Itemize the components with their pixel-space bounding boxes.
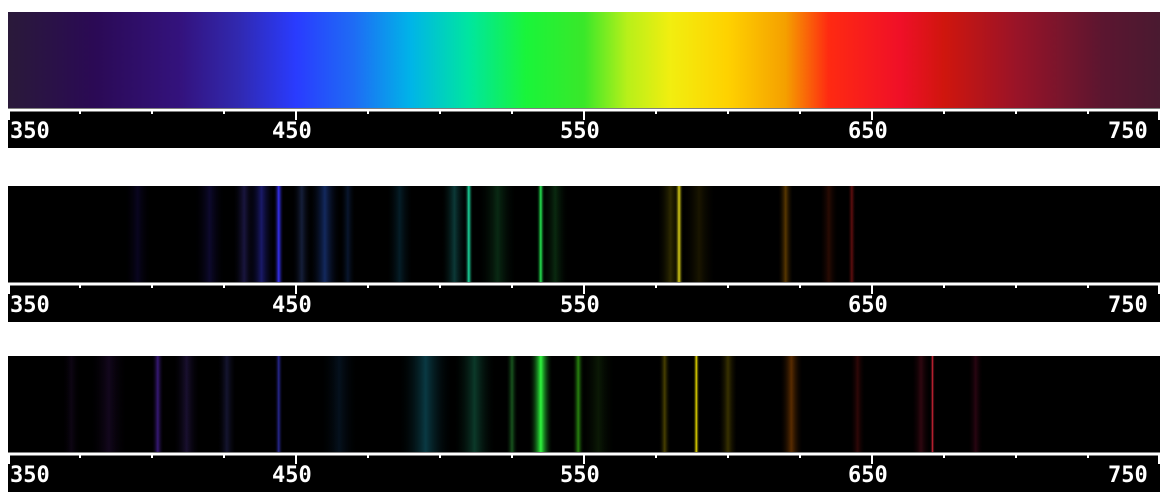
wavelength-scale: 350 450 550 650 750 xyxy=(8,108,1160,148)
tick-label-550: 550 xyxy=(560,119,600,144)
tick-label-450: 450 xyxy=(272,119,312,144)
tick-label-750: 750 xyxy=(1108,463,1148,488)
tick-label-650: 650 xyxy=(848,119,888,144)
tick-label-750: 750 xyxy=(1108,293,1148,318)
tick-label-650: 650 xyxy=(848,293,888,318)
emission-spectrum-band xyxy=(8,186,1160,282)
emission-spectrum-band xyxy=(8,356,1160,452)
wavelength-scale: 350 450 550 650 750 xyxy=(8,452,1160,492)
tick-label-350: 350 xyxy=(10,293,50,318)
tick-label-450: 450 xyxy=(272,463,312,488)
continuous-spectrum-band xyxy=(8,12,1160,108)
tick-label-550: 550 xyxy=(560,293,600,318)
tick-label-550: 550 xyxy=(560,463,600,488)
tick-label-750: 750 xyxy=(1108,119,1148,144)
tick-label-350: 350 xyxy=(10,119,50,144)
tick-label-450: 450 xyxy=(272,293,312,318)
tick-label-650: 650 xyxy=(848,463,888,488)
wavelength-scale: 350 450 550 650 750 xyxy=(8,282,1160,322)
tick-label-350: 350 xyxy=(10,463,50,488)
